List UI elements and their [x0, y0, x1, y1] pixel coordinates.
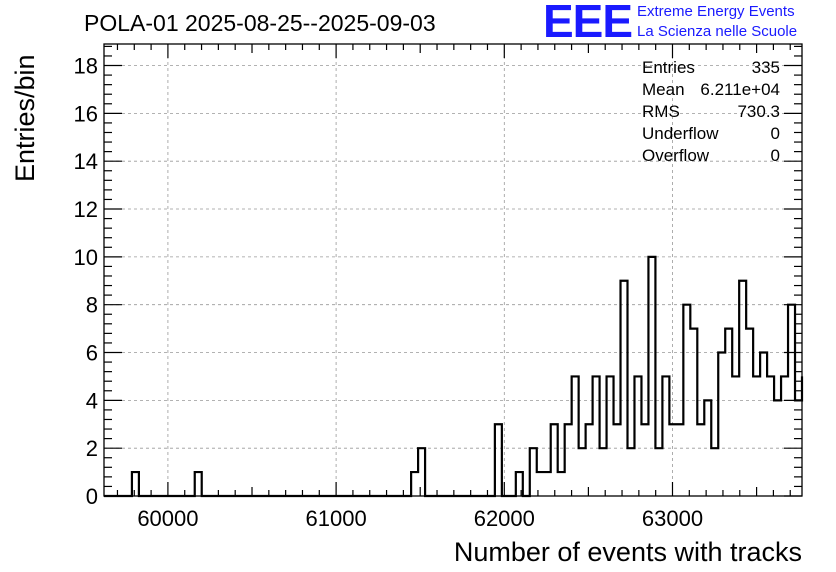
stat-row-overflow: Overflow 0: [642, 146, 780, 168]
stat-value: 6.211e+04: [700, 80, 780, 99]
logo-subtitle-line2: La Scienza nelle Scuole: [637, 23, 798, 40]
stat-value: 730.3: [737, 102, 780, 121]
plot-frame: [103, 43, 803, 497]
x-tick-label: 62000: [474, 506, 535, 531]
stat-name: Mean: [642, 80, 685, 99]
y-axis-label: Entries/bin: [10, 54, 40, 182]
stat-row-entries: Entries 335: [642, 58, 780, 80]
stat-name: Overflow: [642, 146, 710, 165]
y-tick-label: 0: [86, 484, 98, 509]
x-tick-label: 63000: [642, 506, 703, 531]
stats-box: Entries 335 Mean 6.211e+04 RMS 730.3 Und…: [642, 58, 780, 168]
chart-title: POLA-01 2025-08-25--2025-09-03: [84, 10, 436, 36]
axis-tick-labels: 60000 61000 62000 63000 0 2 4 6 8 10 12 14 16 18: [74, 54, 704, 531]
y-tick-label: 16: [74, 101, 98, 126]
y-tick-label: 4: [86, 388, 98, 413]
stat-row-rms: RMS 730.3: [642, 102, 780, 124]
axis-ticks: [104, 44, 802, 497]
x-tick-label: 60000: [137, 506, 198, 531]
histogram-step-line: [104, 255, 804, 498]
stat-value: 0: [770, 124, 780, 143]
x-axis-label: Number of events with tracks: [453, 537, 802, 567]
y-tick-label: 10: [74, 245, 98, 270]
eee-logo: EEE Extreme Energy Events La Scienza nel…: [543, 0, 833, 47]
y-tick-label: 8: [86, 293, 98, 318]
y-tick-label: 6: [86, 341, 98, 366]
stat-name: Underflow: [642, 124, 719, 143]
stat-row-underflow: Underflow 0: [642, 124, 780, 146]
stat-name: Entries: [642, 58, 695, 77]
stat-value: 335: [751, 58, 780, 77]
x-tick-label: 61000: [306, 506, 367, 531]
histogram-series: [104, 255, 804, 498]
y-tick-label: 12: [74, 197, 98, 222]
stat-row-mean: Mean 6.211e+04: [642, 80, 780, 102]
y-tick-label: 14: [74, 149, 98, 174]
y-tick-label: 2: [86, 436, 98, 461]
eee-logo-letters: EEE: [543, 0, 633, 47]
y-tick-label: 18: [74, 54, 98, 79]
logo-subtitle-line1: Extreme Energy Events: [637, 3, 795, 20]
stat-value: 0: [770, 146, 780, 165]
stat-name: RMS: [642, 102, 680, 121]
grid-lines: [104, 44, 802, 496]
